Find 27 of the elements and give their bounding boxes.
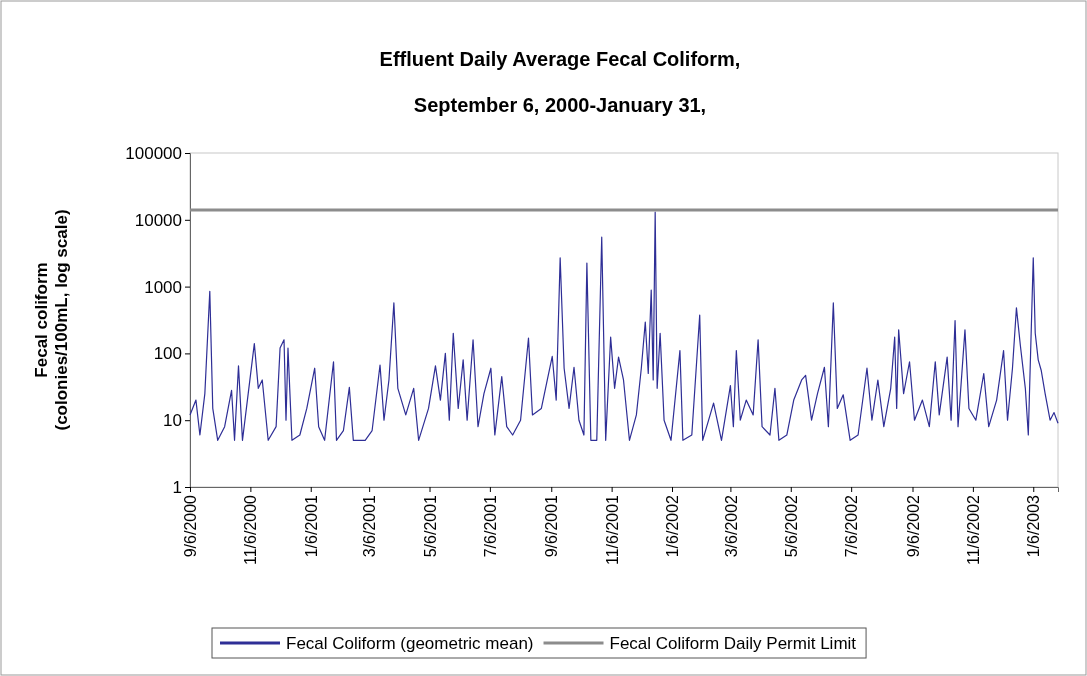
- y-tick-label: 10: [163, 411, 182, 431]
- y-tick-label: 1: [172, 477, 182, 497]
- x-tick-label: 1/6/2003: [1025, 494, 1043, 558]
- x-tick-label: 1/6/2002: [664, 494, 682, 558]
- x-tick-label: 11/6/2002: [964, 494, 982, 565]
- y-tick-label: 1000: [144, 277, 182, 297]
- legend-label: Fecal Coliform Daily Permit Limit: [609, 634, 857, 653]
- legend-label: Fecal Coliform (geometric mean): [286, 634, 534, 653]
- x-tick-label: 11/6/2001: [603, 494, 621, 565]
- y-tick-label: 100: [153, 344, 182, 364]
- chart-title: Effluent Daily Average Fecal Coliform,: [379, 48, 741, 70]
- x-tick-label: 9/6/2002: [904, 494, 922, 558]
- x-tick-label: 3/6/2002: [722, 494, 740, 558]
- x-tick-label: 9/6/2000: [182, 494, 200, 558]
- chart-subtitle: September 6, 2000-January 31,: [413, 94, 707, 116]
- x-tick-label: 11/6/2000: [242, 494, 260, 565]
- line-series: [189, 211, 1059, 441]
- x-tick-label: 9/6/2001: [543, 494, 561, 558]
- x-tick-label: 7/6/2002: [843, 494, 861, 558]
- x-tick-label: 7/6/2001: [481, 494, 499, 558]
- y-tick-label: 100000: [125, 143, 182, 163]
- y-axis-title: Fecal coliform (colonies/100mL, log scale): [31, 209, 72, 431]
- y-tick-label: 10000: [134, 210, 182, 230]
- x-tick-label: 3/6/2001: [361, 494, 379, 558]
- x-tick-label: 5/6/2002: [782, 494, 800, 558]
- x-tick-label: 1/6/2001: [302, 494, 320, 558]
- x-tick-label: 5/6/2001: [421, 494, 439, 558]
